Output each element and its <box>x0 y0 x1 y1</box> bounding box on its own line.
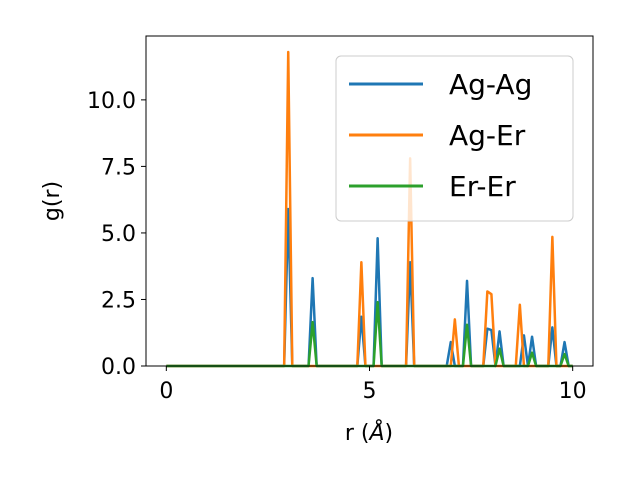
y-tick-label: 0.0 <box>101 355 136 380</box>
x-tick-label: 0 <box>159 379 173 404</box>
y-tick-label: 5.0 <box>101 222 136 247</box>
series-line-er-er <box>166 300 573 368</box>
y-axis-label: g(r) <box>40 181 65 221</box>
legend-box <box>335 55 574 222</box>
series-line-ag-ag <box>166 207 573 368</box>
legend-label-ag-ag: Ag-Ag <box>449 68 532 101</box>
x-tick-label: 5 <box>363 379 377 404</box>
legend-label-ag-er: Ag-Er <box>449 119 526 152</box>
y-axis: 0.0 2.5 5.0 7.5 10.0 <box>87 89 146 380</box>
x-axis: 0 5 10 <box>159 366 587 404</box>
x-tick-label: 10 <box>559 379 587 404</box>
legend-label-er-er: Er-Er <box>449 170 516 203</box>
x-axis-label: r (Å) <box>345 419 393 446</box>
y-tick-label: 10.0 <box>87 89 136 114</box>
y-tick-label: 7.5 <box>101 155 136 180</box>
legend: Ag-Ag Ag-Er Er-Er <box>335 55 574 222</box>
y-tick-label: 2.5 <box>101 288 136 313</box>
x-axis-unit: Å <box>367 419 384 446</box>
